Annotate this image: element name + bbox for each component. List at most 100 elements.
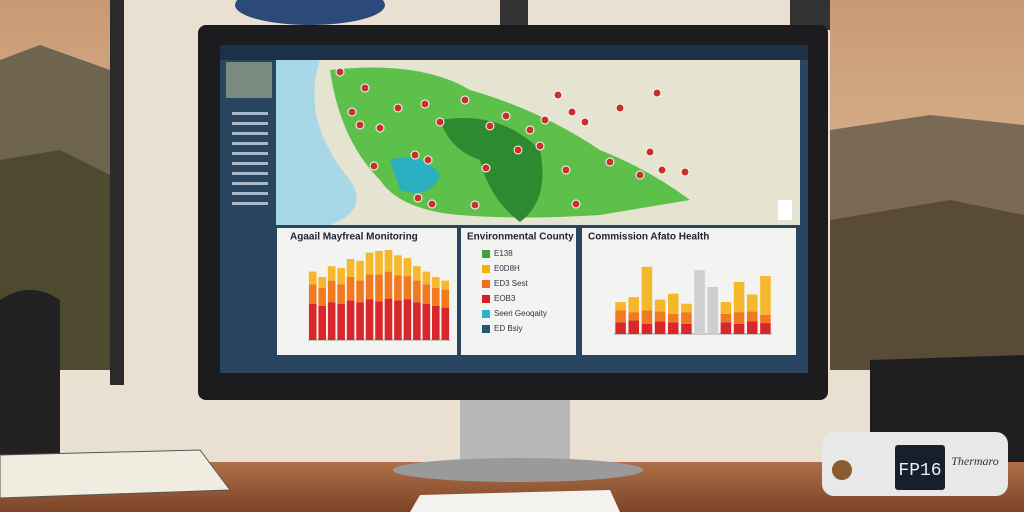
legend-label: EOB3 [494, 294, 516, 303]
panel: Agaail Mayfreal Monitoring [277, 228, 457, 355]
clock-display: FP16 [898, 461, 941, 481]
bar-segment [432, 305, 440, 340]
bar-segment [384, 298, 393, 340]
bar-segment [432, 287, 440, 306]
bar-segment [375, 301, 383, 340]
panel-title: Commission Afato Health [588, 232, 709, 243]
sidebar [232, 112, 268, 205]
chair [0, 290, 60, 470]
map-pin [375, 123, 385, 133]
monitor-stand [460, 398, 570, 460]
bar-segment [641, 266, 653, 311]
window-frame [110, 0, 124, 385]
legend-label: ED Bsiy [494, 324, 522, 333]
bar-segment [733, 323, 745, 334]
pins [335, 67, 690, 210]
nav-item [232, 142, 268, 145]
nav-item [232, 152, 268, 155]
panel: Commission Afato Health [582, 228, 796, 355]
bar-segment [346, 300, 355, 340]
legend-label: E138 [494, 249, 513, 258]
bar-segment [746, 321, 758, 334]
nav-item [232, 112, 268, 115]
bar-segment [681, 312, 692, 324]
bar-segment [403, 276, 412, 300]
map-pin [645, 147, 655, 157]
clock-knob [832, 460, 852, 480]
bar-segment [308, 271, 317, 285]
bar-segment [346, 259, 355, 277]
legend-swatch [482, 295, 490, 303]
legend-swatch [482, 310, 490, 318]
map-pin [423, 155, 433, 165]
bar-segment [432, 277, 440, 288]
seal [235, 0, 385, 25]
bar-segment [667, 293, 679, 314]
bar-segment [318, 277, 326, 288]
map-pin [427, 199, 437, 209]
bar-segment [441, 280, 450, 290]
legend-swatch [482, 265, 490, 273]
map-pin [470, 200, 480, 210]
legend-swatch [482, 250, 490, 258]
map-pin [571, 199, 581, 209]
bar-segment [615, 322, 626, 334]
bar-segment [628, 297, 640, 313]
bar-segment [394, 275, 402, 301]
region [390, 157, 440, 193]
map-pin [605, 157, 615, 167]
map-pin [355, 120, 365, 130]
bar-segment [413, 266, 421, 281]
bar-segment [628, 320, 640, 334]
bar-segment [733, 281, 745, 313]
bar-segment [413, 302, 421, 340]
map-pin [501, 111, 511, 121]
bar-segment [337, 284, 345, 304]
bar-segment [667, 322, 679, 334]
bar-segment [615, 310, 626, 323]
map-pin [657, 165, 667, 175]
bar-segment [667, 313, 679, 323]
nav-item [232, 182, 268, 185]
panel-title: Environmental County [467, 232, 574, 243]
panel: Environmental County E138 E0D8H ED3 Sest EOB… [461, 228, 576, 355]
nav-item [232, 172, 268, 175]
bar-segment [422, 271, 431, 285]
bar-segment [308, 304, 317, 340]
bar-segment [403, 258, 412, 277]
zoom-control[interactable] [778, 200, 792, 220]
map-pin [485, 121, 495, 131]
map-pin [435, 117, 445, 127]
bar-segment [327, 302, 336, 340]
map-pin [347, 107, 357, 117]
bar-segment [356, 302, 364, 340]
ocean [276, 60, 357, 225]
map-pin [360, 83, 370, 93]
map-pin [525, 125, 535, 135]
map-pin [513, 145, 523, 155]
map-pin [567, 107, 577, 117]
bar-segment [365, 252, 374, 275]
bar-segment [394, 300, 402, 340]
bar-segment [422, 284, 431, 304]
bar-segment [337, 304, 345, 340]
bar-segment [318, 287, 326, 306]
bar-segment [413, 280, 421, 303]
map-pin [580, 117, 590, 127]
bar-segment [365, 274, 374, 300]
map-pin [410, 150, 420, 160]
bar-segment [746, 311, 758, 322]
nav-item [232, 122, 268, 125]
bar-segment [694, 270, 705, 334]
legend-label: ED3 Sest [494, 279, 529, 288]
bar-segment [628, 312, 640, 321]
bar-segment [356, 280, 364, 303]
bar-segment [681, 323, 692, 334]
bar-segment [720, 302, 732, 314]
clock-screen [895, 445, 945, 490]
monitor-base [393, 458, 643, 482]
map-pin [635, 170, 645, 180]
bar-segment [720, 322, 732, 334]
map-pin [652, 88, 662, 98]
